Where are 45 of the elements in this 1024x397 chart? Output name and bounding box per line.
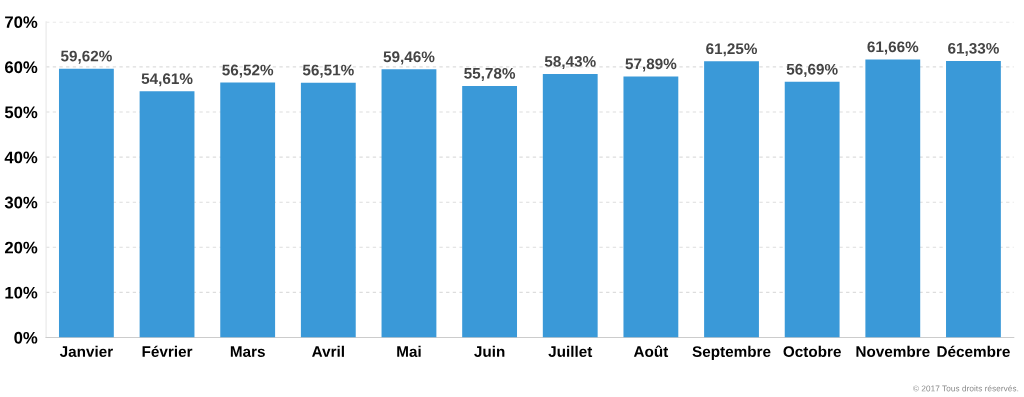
bar bbox=[623, 76, 679, 338]
y-tick-label: 50% bbox=[4, 106, 38, 119]
x-tick-label: Mai bbox=[397, 345, 421, 358]
y-tick-label: 0% bbox=[14, 331, 38, 344]
data-label: 59,46% bbox=[383, 51, 435, 65]
x-tick-label: Novembre bbox=[856, 345, 930, 358]
bar bbox=[865, 59, 921, 338]
data-label: 56,69% bbox=[786, 63, 838, 77]
bar bbox=[462, 85, 518, 338]
x-tick-label: Août bbox=[633, 345, 669, 358]
text: © 2017 Tous droits réservés. bbox=[912, 385, 1019, 392]
x-tick-label: Octobre bbox=[783, 345, 841, 358]
x-tick-label: Septembre bbox=[692, 345, 771, 361]
data-label: 54,61% bbox=[141, 73, 193, 87]
x-tick-label: Juillet bbox=[548, 345, 593, 358]
bar bbox=[542, 74, 598, 338]
data-label: 56,51% bbox=[302, 64, 354, 78]
x-tick-label: Janvier bbox=[59, 345, 113, 358]
bar bbox=[381, 69, 437, 338]
bar bbox=[300, 82, 356, 338]
data-label: 58,43% bbox=[544, 56, 596, 70]
y-tick-label: 30% bbox=[4, 196, 38, 209]
data-label: 59,62% bbox=[60, 50, 112, 64]
data-label: 61,33% bbox=[948, 42, 999, 56]
bar bbox=[784, 81, 840, 338]
bar bbox=[139, 91, 195, 338]
x-tick-label: Décembre bbox=[937, 345, 1010, 358]
bar bbox=[58, 68, 114, 338]
y-tick-label: 70% bbox=[5, 16, 38, 29]
data-label: 57,89% bbox=[625, 58, 677, 72]
data-label: 56,52% bbox=[222, 64, 274, 78]
bar bbox=[946, 60, 1001, 338]
bar bbox=[220, 82, 276, 338]
y-tick-label: 40% bbox=[4, 151, 38, 164]
x-tick-label: Juin bbox=[474, 345, 505, 358]
data-label: 55,78% bbox=[464, 67, 516, 81]
y-tick-label: 10% bbox=[5, 286, 38, 299]
bar bbox=[704, 61, 759, 338]
x-tick-label: Février bbox=[142, 345, 193, 358]
y-tick-label: 60% bbox=[5, 61, 38, 74]
data-label: 61,25% bbox=[706, 43, 758, 57]
y-tick-label: 20% bbox=[4, 241, 38, 254]
data-label: 61,66% bbox=[867, 41, 919, 55]
x-tick-label: Avril bbox=[312, 345, 344, 357]
x-tick-label: Mars bbox=[230, 346, 265, 358]
